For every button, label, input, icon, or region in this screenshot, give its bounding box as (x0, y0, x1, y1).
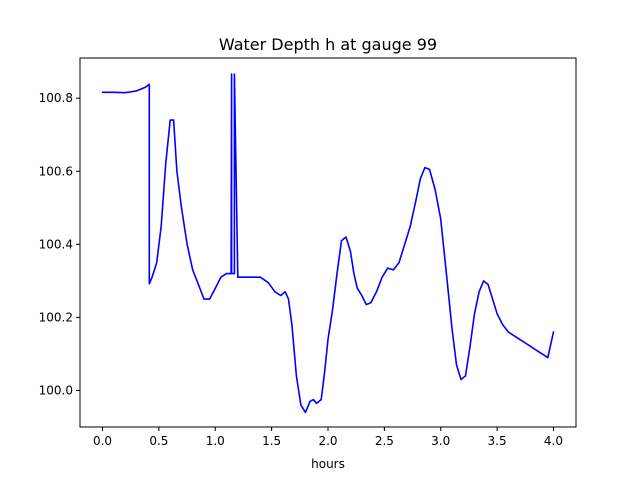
x-tick-label: 1.5 (262, 434, 281, 448)
y-tick-label: 100.8 (39, 91, 73, 105)
x-tick-label: 2.5 (375, 434, 394, 448)
y-tick-label: 100.4 (39, 237, 73, 251)
x-tick-label: 4.0 (544, 434, 563, 448)
x-tick-label: 3.5 (488, 434, 507, 448)
x-tick-label: 1.0 (206, 434, 225, 448)
axes-frame (79, 57, 577, 428)
y-tick-label: 100.0 (39, 383, 73, 397)
x-tick-label: 3.0 (431, 434, 450, 448)
x-axis-label: hours (311, 457, 345, 471)
series-line-0 (101, 73, 555, 414)
y-tick-label: 100.2 (39, 310, 73, 324)
x-tick-label: 2.0 (318, 434, 337, 448)
x-tick-label: 0.0 (93, 434, 112, 448)
chart-title: Water Depth h at gauge 99 (219, 35, 437, 54)
y-tick-label: 100.6 (39, 164, 73, 178)
plot-area: 0.0 0.5 1.0 1.5 2.0 2.5 3.0 3.5 4.0 100.0 100.2 100… (39, 57, 577, 448)
x-tick-label: 0.5 (149, 434, 168, 448)
